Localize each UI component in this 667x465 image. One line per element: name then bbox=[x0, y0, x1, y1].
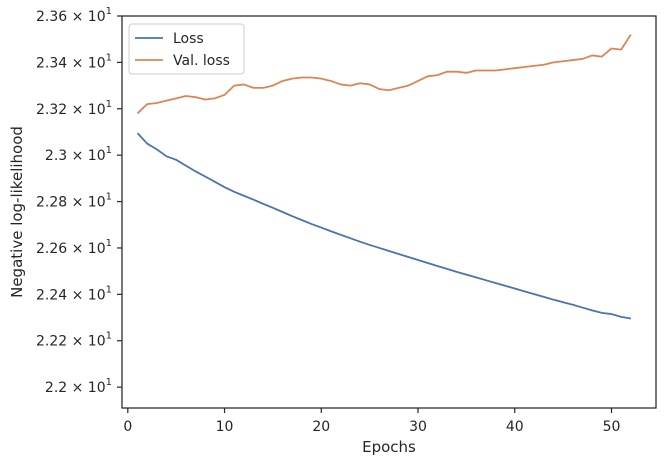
x-tick-label: 30 bbox=[409, 419, 427, 435]
y-tick-label: 2.28 × 101 bbox=[36, 192, 112, 211]
y-tick-label: 2.32 × 101 bbox=[36, 99, 112, 118]
x-tick-label: 50 bbox=[603, 419, 621, 435]
y-tick-label: 2.22 × 101 bbox=[36, 331, 112, 350]
series-line-val-loss bbox=[136, 34, 632, 115]
y-tick-label: 2.2 × 101 bbox=[45, 377, 112, 396]
legend-label: Loss bbox=[173, 31, 204, 47]
x-tick-label: 40 bbox=[506, 419, 524, 435]
y-tick-label: 2.36 × 101 bbox=[36, 6, 112, 25]
x-tick-label: 20 bbox=[312, 419, 330, 435]
y-tick-label: 2.34 × 101 bbox=[36, 52, 112, 71]
axis-ticks: 0 10 20 30 40 50 2.2 × 101 2.22 × 101 2.24 × 101… bbox=[36, 6, 620, 435]
plot-lines bbox=[136, 34, 632, 320]
legend: Loss Val. loss bbox=[128, 23, 245, 75]
y-axis-label: Negative log-likelihood bbox=[8, 126, 26, 298]
legend-label: Val. loss bbox=[173, 53, 230, 69]
legend-box bbox=[128, 23, 245, 75]
y-tick-label: 2.26 × 101 bbox=[36, 238, 112, 257]
x-tick-label: 0 bbox=[123, 419, 132, 435]
x-axis-label: Epochs bbox=[362, 438, 416, 456]
x-tick-label: 10 bbox=[216, 419, 234, 435]
y-tick-label: 2.24 × 101 bbox=[36, 284, 112, 303]
plot-frame bbox=[121, 15, 657, 409]
series-line-loss bbox=[136, 132, 631, 320]
y-tick-label: 2.3 × 101 bbox=[45, 145, 112, 164]
